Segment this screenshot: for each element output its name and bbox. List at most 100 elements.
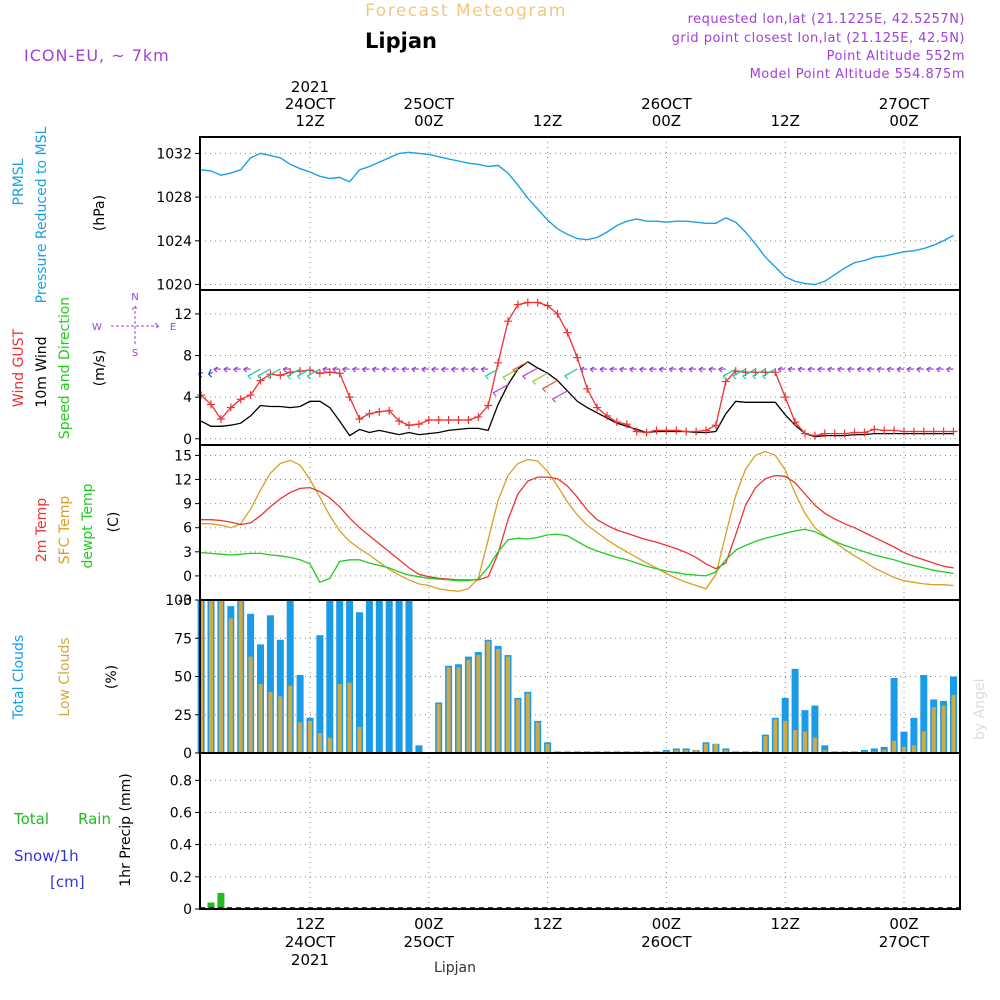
y-tick-label: 6 bbox=[183, 521, 192, 537]
low-cloud-bar bbox=[783, 720, 788, 753]
pressure-panel bbox=[201, 151, 954, 286]
wind-arrow-head bbox=[619, 366, 625, 373]
wind-panel: N S W E bbox=[92, 292, 958, 440]
direction-label: Speed and Direction bbox=[57, 297, 73, 439]
gust-point bbox=[444, 416, 453, 425]
wind-arrow-head bbox=[213, 366, 219, 373]
gust-point bbox=[543, 301, 552, 310]
requested-coords: requested lon,lat (21.1225E, 42.5257N) bbox=[688, 12, 965, 27]
gust-point bbox=[365, 409, 374, 418]
low-cloud-bar bbox=[456, 667, 461, 753]
y-tick-label: 50 bbox=[174, 670, 192, 686]
wind-arrow-head bbox=[742, 373, 748, 380]
y-tick-label: 0.8 bbox=[170, 773, 192, 789]
wind-arrow-head bbox=[649, 366, 654, 373]
total-cloud-bar bbox=[801, 710, 809, 753]
time-label-bottom: 25OCT bbox=[404, 933, 455, 951]
sfc-temp-label: SFC Temp bbox=[57, 496, 73, 565]
wind-arrow-head bbox=[886, 366, 892, 373]
gust-point bbox=[949, 427, 958, 436]
gust-point bbox=[246, 391, 255, 400]
grid-point-coords: grid point closest lon,lat (21.125E, 42.… bbox=[672, 31, 965, 46]
low-cloud-bar bbox=[535, 722, 540, 753]
wind-arrow-head bbox=[668, 366, 674, 373]
low-cloud-bar bbox=[713, 743, 718, 753]
low-cloud-bar bbox=[773, 719, 778, 753]
gust-point bbox=[533, 298, 542, 307]
low-cloud-bar bbox=[209, 600, 213, 753]
y-tick-label: 4 bbox=[183, 390, 192, 406]
time-label-bottom: 26OCT bbox=[641, 933, 692, 951]
total-cloud-bar bbox=[821, 745, 829, 753]
y-tick-label: 0 bbox=[183, 746, 192, 762]
model-altitude: Model Point Altitude 554.875m bbox=[750, 67, 965, 82]
low-cloud-bar bbox=[476, 655, 481, 753]
gust-point bbox=[880, 426, 889, 435]
wind-arrow-head bbox=[906, 366, 912, 373]
y-tick-label: 0.4 bbox=[170, 838, 192, 854]
gust-point bbox=[424, 416, 433, 425]
wind-arrow-head bbox=[678, 366, 684, 373]
total-cloud-bar bbox=[316, 635, 324, 753]
wind-arrow-head bbox=[658, 366, 664, 373]
time-label-bottom: 00Z bbox=[414, 915, 443, 933]
wind-arrow-head bbox=[233, 366, 238, 373]
y-tick-label: 3 bbox=[183, 545, 192, 561]
time-label-bottom: 00Z bbox=[889, 915, 918, 933]
low-cloud-bar bbox=[436, 704, 441, 753]
total-cloud-bar bbox=[900, 731, 908, 753]
wind-arrow-head bbox=[306, 373, 312, 380]
gust-point bbox=[820, 429, 829, 438]
time-label-bottom: 2021 bbox=[291, 951, 329, 969]
y-tick-label: 75 bbox=[174, 631, 192, 647]
wind-arrow-head bbox=[470, 366, 476, 373]
wind-arrow-head bbox=[777, 366, 783, 373]
gust-point bbox=[563, 328, 572, 337]
low-cloud-bar bbox=[921, 731, 926, 753]
low-cloud-bar bbox=[228, 618, 233, 753]
gust-point bbox=[414, 420, 423, 429]
y-tick-label: 0.2 bbox=[170, 870, 192, 886]
gust-point bbox=[662, 426, 671, 435]
wind-arrow-head bbox=[502, 374, 508, 381]
low-cloud-bar bbox=[278, 696, 283, 753]
total-cloud-bar bbox=[791, 668, 799, 753]
y-tick-label: 0 bbox=[183, 432, 192, 448]
low-cloud-bar bbox=[506, 656, 510, 753]
low-cloud-bar bbox=[704, 743, 708, 753]
y-tick-label: 15 bbox=[174, 448, 192, 464]
wind-arrow-head bbox=[542, 386, 547, 393]
wind-arrow-head bbox=[243, 366, 248, 373]
wind-arrow-head bbox=[629, 366, 634, 373]
wind-arrow-head bbox=[322, 366, 328, 373]
y-tick-label: 1032 bbox=[156, 146, 192, 162]
gust-point bbox=[434, 416, 443, 425]
wind-arrow-head bbox=[639, 366, 644, 373]
wind-arrow-head bbox=[492, 390, 498, 397]
time-label-bottom: 12Z bbox=[533, 915, 562, 933]
wind-arrow-head bbox=[287, 373, 292, 380]
low-cloud-bar bbox=[723, 749, 728, 753]
low-cloud-bar bbox=[199, 600, 204, 753]
wind-arrow-head bbox=[797, 366, 803, 373]
low-cloud-bar bbox=[317, 733, 322, 753]
gust-point bbox=[583, 384, 592, 393]
compass-e: E bbox=[170, 322, 176, 333]
gust-point bbox=[850, 428, 859, 437]
wind-arrow-head bbox=[296, 373, 302, 380]
precip-unit: 1hr Precip (mm) bbox=[118, 773, 134, 886]
wind-arrow-head bbox=[431, 366, 436, 373]
grid-lines bbox=[200, 137, 960, 910]
low-cloud-bar bbox=[446, 667, 451, 753]
low-cloud-bar bbox=[486, 641, 491, 753]
wind-arrow-head bbox=[401, 366, 407, 373]
compass-w: W bbox=[92, 322, 102, 333]
low-cloud-bar bbox=[347, 682, 352, 753]
y-tick-label: 25 bbox=[174, 708, 192, 724]
time-label-top: 25OCT bbox=[404, 95, 455, 113]
pressure-label-short: PRMSL bbox=[11, 158, 27, 205]
low-cloud-bar bbox=[951, 694, 956, 753]
precip-snow-label: Snow/1h bbox=[14, 847, 79, 865]
gust-point bbox=[395, 417, 404, 426]
